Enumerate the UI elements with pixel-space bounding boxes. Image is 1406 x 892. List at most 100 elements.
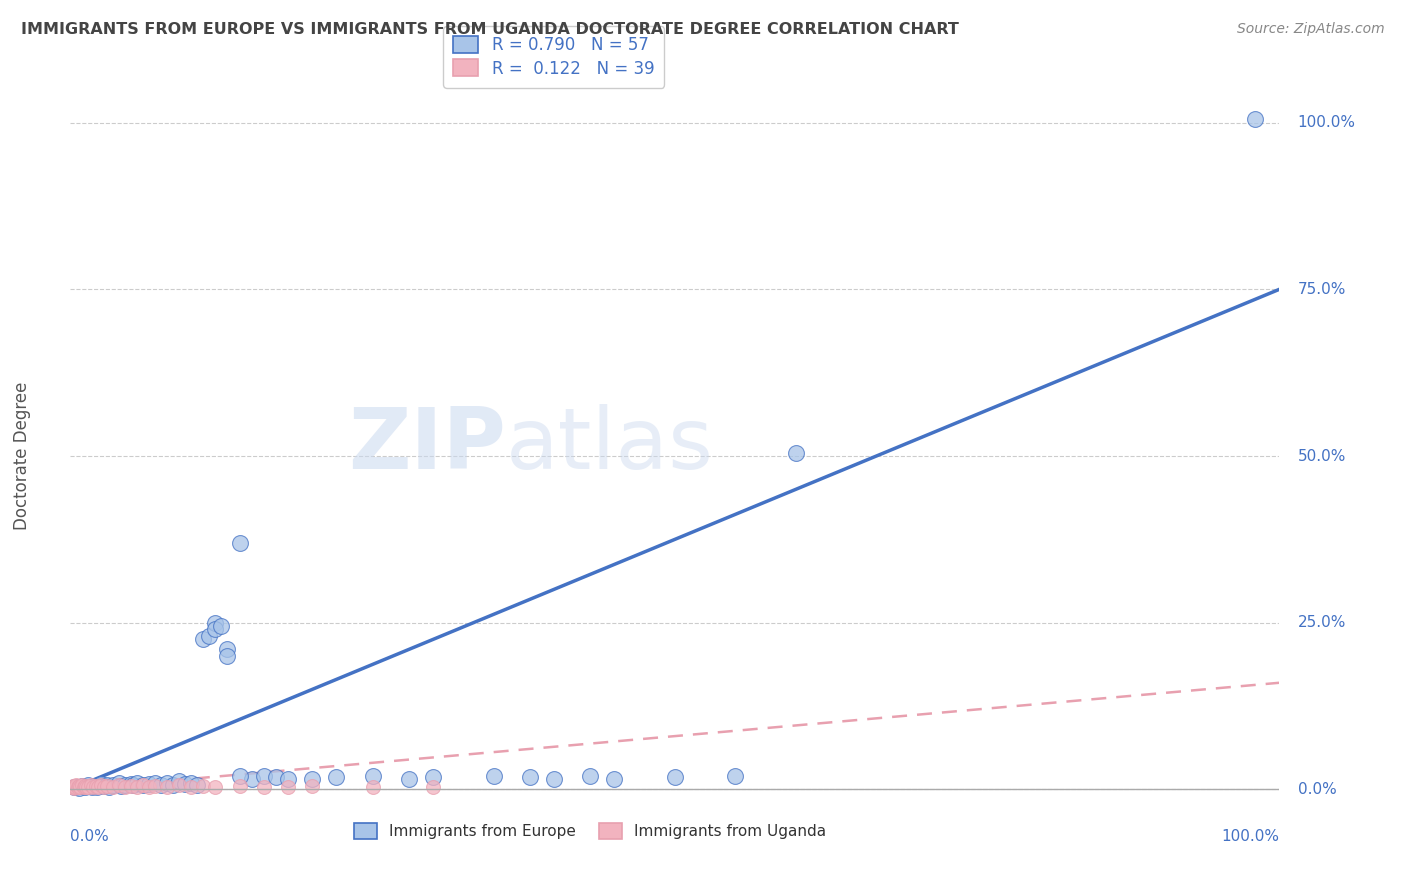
Text: ZIP: ZIP: [347, 404, 506, 488]
Point: [66, 780, 89, 795]
Point: [167, 774, 190, 789]
Point: [69, 780, 91, 794]
Point: [107, 776, 129, 790]
Point: [264, 771, 287, 785]
Point: [150, 778, 173, 792]
Point: [86, 780, 108, 794]
Point: [101, 779, 124, 793]
Point: [156, 780, 179, 795]
Point: [80, 779, 103, 793]
Point: [325, 771, 347, 785]
Point: [211, 619, 233, 633]
Point: [301, 772, 323, 787]
Point: [603, 772, 626, 787]
Point: [67, 779, 90, 793]
Point: [156, 776, 179, 790]
Text: 75.0%: 75.0%: [1298, 282, 1346, 297]
Point: [110, 779, 132, 793]
Point: [75, 780, 97, 794]
Point: [77, 780, 100, 795]
Point: [167, 779, 190, 793]
Point: [204, 615, 226, 630]
Point: [87, 780, 110, 795]
Point: [96, 778, 118, 792]
Point: [204, 623, 226, 637]
Point: [60, 780, 83, 795]
Point: [77, 779, 100, 793]
Point: [174, 777, 197, 791]
Point: [217, 649, 239, 664]
Point: [240, 772, 263, 787]
Text: Source: ZipAtlas.com: Source: ZipAtlas.com: [1237, 22, 1385, 37]
Point: [132, 778, 155, 792]
Point: [228, 535, 250, 549]
Point: [186, 778, 208, 792]
Point: [72, 779, 94, 793]
Point: [180, 780, 202, 794]
Point: [72, 780, 94, 795]
Point: [361, 780, 384, 794]
Point: [125, 776, 148, 790]
Point: [107, 779, 129, 793]
Point: [120, 777, 142, 791]
Point: [93, 780, 115, 794]
Point: [543, 772, 565, 787]
Point: [63, 780, 86, 794]
Point: [253, 780, 276, 794]
Point: [162, 779, 184, 793]
Point: [72, 779, 94, 793]
Point: [422, 771, 444, 785]
Point: [83, 779, 105, 793]
Point: [125, 780, 148, 795]
Point: [63, 781, 86, 796]
Point: [120, 779, 142, 793]
Point: [143, 779, 166, 793]
Point: [96, 779, 118, 793]
Point: [67, 781, 90, 796]
Point: [361, 769, 384, 783]
Point: [664, 771, 686, 785]
Text: 0.0%: 0.0%: [70, 830, 110, 845]
Point: [138, 777, 160, 791]
Point: [80, 780, 103, 794]
Point: [217, 642, 239, 657]
Text: 50.0%: 50.0%: [1298, 449, 1346, 464]
Point: [198, 629, 221, 643]
Point: [277, 780, 299, 795]
Point: [122, 779, 145, 793]
Point: [422, 780, 444, 795]
Point: [84, 779, 107, 793]
Point: [62, 779, 84, 793]
Point: [301, 779, 323, 793]
Point: [143, 776, 166, 790]
Text: Doctorate Degree: Doctorate Degree: [13, 382, 31, 530]
Point: [277, 772, 299, 787]
Point: [724, 769, 747, 783]
Text: IMMIGRANTS FROM EUROPE VS IMMIGRANTS FROM UGANDA DOCTORATE DEGREE CORRELATION CH: IMMIGRANTS FROM EUROPE VS IMMIGRANTS FRO…: [21, 22, 959, 37]
Point: [65, 779, 87, 793]
Point: [63, 780, 86, 795]
Point: [82, 780, 104, 794]
Point: [482, 769, 505, 783]
Point: [193, 632, 215, 647]
Point: [180, 776, 202, 790]
Point: [204, 780, 226, 795]
Point: [90, 777, 111, 791]
Text: 25.0%: 25.0%: [1298, 615, 1346, 631]
Point: [228, 769, 250, 783]
Point: [253, 769, 276, 783]
Point: [138, 780, 160, 794]
Legend: Immigrants from Europe, Immigrants from Uganda: Immigrants from Europe, Immigrants from …: [349, 817, 832, 845]
Point: [65, 780, 87, 794]
Text: 0.0%: 0.0%: [1298, 782, 1336, 797]
Text: 100.0%: 100.0%: [1298, 115, 1355, 130]
Point: [398, 772, 420, 787]
Point: [93, 779, 115, 793]
Point: [519, 771, 541, 785]
Point: [579, 769, 602, 783]
Point: [73, 780, 96, 795]
Point: [785, 445, 807, 459]
Point: [73, 779, 96, 793]
Point: [114, 780, 136, 794]
Point: [132, 779, 155, 793]
